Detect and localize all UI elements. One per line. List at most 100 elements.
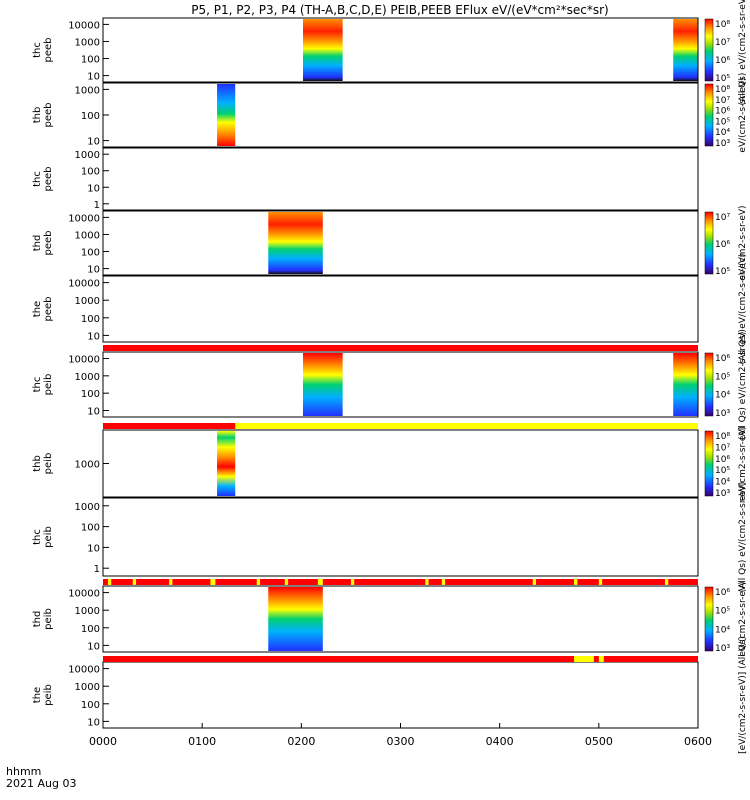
- flag-segment: [169, 579, 173, 585]
- flag-bar-base: [103, 423, 698, 429]
- y-axis-label-line: thb: [32, 107, 43, 124]
- colorbar-label: (All Qs) eV/(cm2-s-sr-eV): [738, 329, 748, 440]
- y-tick-label: 1000: [75, 682, 100, 693]
- y-axis-label: thcpeib: [32, 374, 54, 396]
- y-axis-label-line: thc: [32, 42, 43, 58]
- flag-segment: [132, 579, 137, 585]
- colorbar-tick-label: 10³: [715, 644, 730, 654]
- colorbar-tick-label: 10⁵: [715, 372, 730, 382]
- colorbar-tick-label: 10⁷: [715, 96, 730, 106]
- colorbar: [704, 352, 714, 417]
- colorbar: [704, 18, 714, 82]
- y-tick-label: 10000: [68, 589, 100, 600]
- colorbar-tick-label: 10⁷: [715, 38, 730, 48]
- y-tick-label: 100: [81, 111, 100, 122]
- flag-segment: [574, 656, 594, 662]
- y-tick-label: 100: [81, 314, 100, 325]
- colorbar-tick-label: 10³: [715, 409, 730, 419]
- spectrogram-block: [302, 353, 343, 416]
- colorbar-label: (All Qs) eV/(cm2-s-sr-eV): [738, 482, 748, 593]
- colorbar-label: eV/(cm2-s-sr-eV): [738, 581, 748, 656]
- panel-thd_peib: 10 100 1000 10000 thdpeib 10³ 10⁴ 10⁵ 10⁶ eV/(cm2…: [32, 581, 748, 656]
- colorbar-tick-label: 10⁵: [715, 74, 730, 84]
- y-axis-label-line: the: [32, 301, 43, 317]
- x-tick-label: 0400: [486, 735, 514, 748]
- colorbar: [704, 430, 714, 497]
- spectrogram-block: [673, 353, 698, 416]
- colorbar-tick-label: 10⁴: [715, 128, 730, 138]
- y-axis-label: thcpeeb: [32, 38, 54, 63]
- colorbar-tick-label: 10⁸: [715, 432, 730, 442]
- flag-segment: [317, 579, 323, 585]
- flag-bar-thd_peib: [103, 656, 698, 662]
- panel-frame: [102, 497, 699, 577]
- y-tick-label: 10: [87, 265, 100, 276]
- spectrogram-block: [268, 212, 323, 274]
- y-axis-label: thepeib: [32, 684, 54, 706]
- y-tick-label: 1000: [75, 296, 100, 307]
- panel-frame: [102, 351, 699, 418]
- y-tick-label: 100: [81, 167, 100, 178]
- x-tick-label: 0600: [684, 735, 712, 748]
- flag-bar-base: [103, 656, 698, 662]
- y-axis-label: thepeeb: [32, 297, 54, 322]
- colorbar-label: eV/(cm2-s-sr-eV): [738, 426, 748, 501]
- colorbar-label: eV/(cm2-s-sr-eV): [738, 77, 748, 152]
- y-tick-label: 1: [94, 200, 100, 211]
- x-tick-label: 0500: [585, 735, 613, 748]
- flag-bars-layer: [103, 345, 698, 662]
- flag-segment: [210, 579, 216, 585]
- flag-bar-base: [103, 579, 698, 585]
- colorbar-tick-label: 10⁶: [715, 56, 730, 66]
- colorbar-tick-label: 10⁸: [715, 20, 730, 30]
- y-tick-label: 10: [87, 407, 100, 418]
- panel-frame: [102, 82, 699, 148]
- colorbar-tick-label: 10⁶: [715, 107, 730, 117]
- spectrogram-block: [217, 431, 236, 496]
- colorbar-tick-label: 10⁶: [715, 455, 730, 465]
- spectrogram-block: [268, 587, 323, 651]
- y-tick-label: 1000: [75, 502, 100, 513]
- date-label: 2021 Aug 03: [6, 777, 76, 790]
- panel-frame: [102, 17, 699, 83]
- y-tick-label: 1000: [75, 230, 100, 241]
- x-tick-label: 0100: [188, 735, 216, 748]
- y-tick-label: 100: [81, 248, 100, 259]
- y-tick-label: 10000: [68, 213, 100, 224]
- y-tick-label: 10: [87, 137, 100, 148]
- panel-the_peeb: 10 100 1000 10000 thepeeb (All Qs) eV/(cm2-s-…: [32, 254, 748, 365]
- y-axis-label-line: thc: [32, 529, 43, 545]
- y-tick-label: 1000: [75, 372, 100, 383]
- y-axis-label-line: peeb: [43, 297, 54, 322]
- y-axis-label: thdpeeb: [32, 231, 54, 256]
- y-axis-label-line: peeb: [43, 38, 54, 63]
- colorbar: [704, 83, 714, 147]
- y-tick-label: 100: [81, 55, 100, 66]
- x-tick-label: 0200: [287, 735, 315, 748]
- flag-segment: [256, 579, 261, 585]
- y-tick-label: 1000: [75, 150, 100, 161]
- y-tick-label: 10: [87, 543, 100, 554]
- y-axis-label-line: the: [32, 687, 43, 703]
- y-axis-label-line: peib: [43, 374, 54, 396]
- y-axis-label-line: peeb: [43, 231, 54, 256]
- y-axis-label-line: thd: [32, 611, 43, 628]
- panel-frame: [102, 275, 699, 343]
- y-axis-label-line: thc: [32, 171, 43, 187]
- x-tick-label: 0000: [89, 735, 117, 748]
- colorbar: [704, 211, 714, 275]
- y-tick-label: 100: [81, 389, 100, 400]
- y-axis-label: thcpeib: [32, 526, 54, 548]
- panel-frame: [102, 429, 699, 498]
- y-tick-label: 100: [81, 700, 100, 711]
- panel-frame: [102, 661, 699, 729]
- y-axis-label: thbpeeb: [32, 103, 54, 128]
- flag-bar-thc_peib_2: [103, 579, 698, 585]
- y-axis-label: thbpeib: [32, 453, 54, 475]
- y-axis-label-line: peib: [43, 608, 54, 630]
